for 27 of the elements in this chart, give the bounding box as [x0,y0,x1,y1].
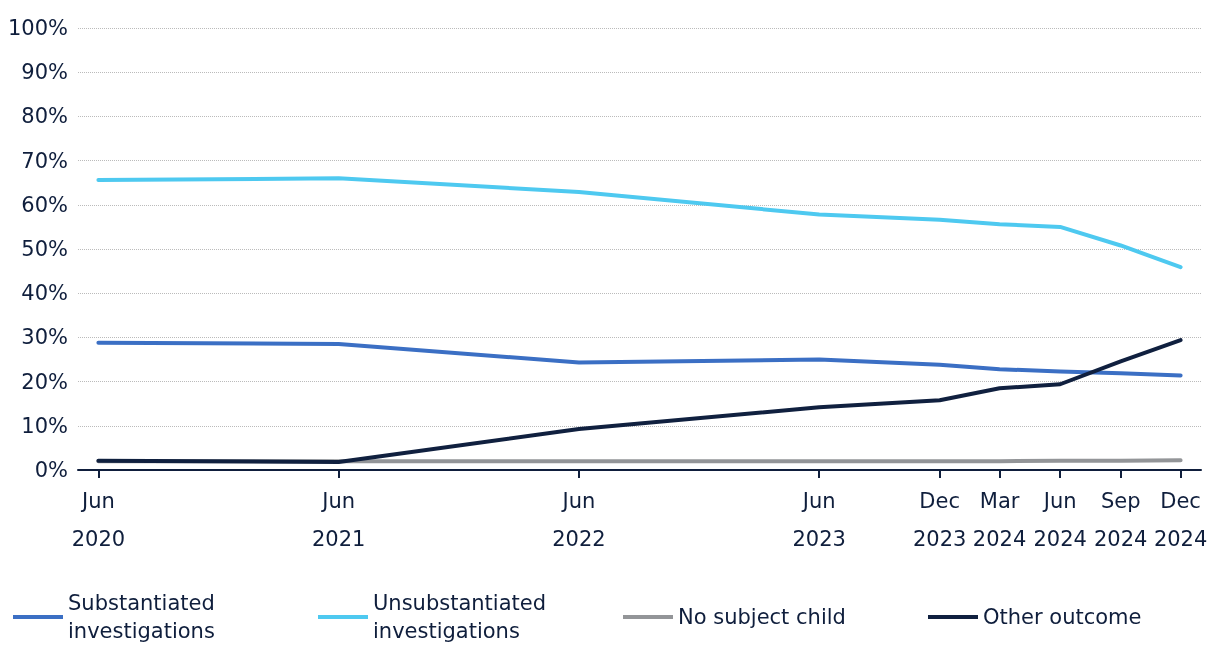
y-tick-label: 70% [21,148,68,173]
x-tick-label: Mar 2024 [972,489,1027,551]
y-tick-label: 40% [21,281,68,306]
y-tick-label: 20% [21,369,68,394]
legend-label: No subject child [678,605,846,629]
y-tick-label: 60% [21,192,68,217]
line-series [96,176,1183,270]
line-series [96,340,1183,378]
y-tick-label: 50% [21,237,68,261]
legend-label: Unsubstantiated investigations [373,591,553,643]
y-tick-label: 0% [34,458,68,482]
x-tick-label: Jun 2022 [552,489,606,551]
x-tick-label: Sep 2024 [1093,489,1148,551]
y-tick-label: 30% [21,325,68,350]
legend-label: Other outcome [983,605,1142,629]
y-tick-label: 80% [21,104,68,129]
y-tick-label: 100% [7,16,68,40]
x-tick-label: Jun 2024 [1033,489,1087,551]
x-tick-label: Dec 2023 [912,489,967,551]
line-series [96,338,1183,465]
y-tick-label: 90% [21,60,68,85]
x-tick-label: Jun 2021 [311,489,366,551]
legend-label: Substantiated investigations [68,591,222,643]
x-tick-label: Dec 2024 [1153,489,1208,551]
y-tick-label: 10% [21,413,68,438]
x-tick-label: Jun 2020 [71,489,126,551]
x-tick-label: Jun 2023 [792,489,846,551]
